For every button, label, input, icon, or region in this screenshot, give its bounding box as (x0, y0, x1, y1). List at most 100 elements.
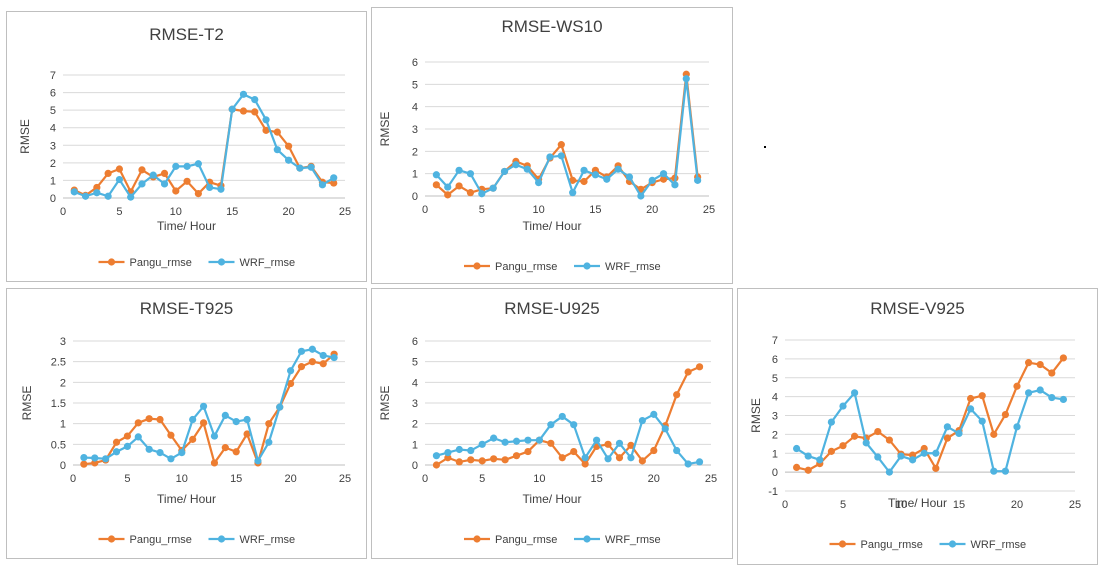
legend-marker (583, 535, 591, 543)
y-axis-title: RMSE (749, 398, 763, 433)
y-tick-label: 1 (412, 169, 418, 181)
legend-marker (217, 535, 226, 543)
x-tick-label: 0 (60, 206, 66, 218)
y-tick-label: 0.5 (51, 439, 66, 451)
data-point (580, 166, 588, 174)
data-point (273, 146, 281, 154)
y-tick-label: 1 (412, 439, 418, 451)
legend-marker (838, 540, 847, 548)
chart-title: RMSE-V925 (870, 299, 964, 318)
y-tick-label: 3 (772, 411, 778, 423)
data-point (210, 432, 219, 440)
data-point (558, 412, 566, 421)
data-point (183, 162, 191, 170)
data-point (80, 453, 88, 462)
data-point (535, 179, 543, 187)
data-point (172, 187, 180, 195)
data-point (455, 458, 463, 466)
data-point (673, 446, 681, 455)
y-tick-label: 6 (50, 88, 56, 100)
x-tick-label: 5 (116, 206, 122, 218)
x-tick-label: 20 (282, 206, 294, 218)
data-point (673, 391, 681, 399)
data-point (189, 435, 197, 443)
data-point (851, 432, 859, 440)
legend-label: WRF_rmse (240, 257, 296, 269)
legend-label: Pangu_rmse (495, 534, 557, 546)
x-axis-title: Time/ Hour (523, 219, 582, 233)
data-point (467, 446, 475, 455)
legend-label: WRF_rmse (240, 534, 296, 546)
data-point (490, 434, 498, 442)
x-tick-label: 0 (782, 499, 788, 511)
data-point (239, 90, 248, 98)
data-point (839, 402, 847, 410)
data-point (167, 431, 175, 439)
x-tick-label: 5 (840, 499, 846, 511)
data-point (695, 363, 704, 371)
data-point (160, 180, 169, 188)
y-tick-label: 6 (772, 354, 778, 366)
y-tick-label: 1.5 (51, 398, 66, 410)
y-tick-label: 2 (412, 146, 418, 158)
chart-panel-ws10: RMSE-WS10 0 1 2 3 4 5 6 0 5 10 15 20 25 Time/ Hour RMSE… (371, 7, 733, 284)
data-point (91, 459, 99, 467)
data-point (112, 438, 121, 446)
data-point (206, 183, 214, 192)
data-point (500, 167, 509, 176)
data-point (661, 425, 669, 433)
data-point (432, 171, 440, 179)
data-point (1059, 395, 1067, 404)
data-point (138, 180, 146, 188)
data-point (558, 454, 566, 462)
data-point (243, 430, 251, 438)
x-tick-label: 10 (170, 206, 182, 218)
chart-title: RMSE-T925 (140, 299, 234, 318)
data-point (501, 456, 509, 464)
data-point (684, 368, 692, 376)
data-point (262, 116, 270, 124)
data-point (232, 448, 240, 456)
data-point (178, 449, 186, 457)
y-tick-label: 5 (50, 105, 56, 117)
data-point (432, 181, 440, 189)
y-tick-label: 0 (412, 191, 418, 203)
data-point (254, 457, 262, 465)
data-point (104, 169, 112, 177)
data-point (978, 392, 986, 400)
y-tick-label: 3 (50, 140, 56, 152)
data-point (682, 75, 690, 83)
x-axis-title: Time/ Hour (888, 496, 947, 510)
y-tick-label: 2 (412, 419, 418, 431)
data-point (265, 420, 273, 428)
y-tick-label: 6 (412, 57, 418, 69)
data-point (93, 189, 101, 197)
data-point (194, 160, 202, 168)
data-point (897, 452, 905, 460)
data-point (444, 191, 452, 199)
data-point (455, 182, 463, 190)
data-point (287, 379, 295, 388)
chart-title: RMSE-WS10 (501, 17, 602, 36)
data-point (569, 176, 577, 184)
data-point (102, 455, 110, 463)
data-point (638, 457, 646, 465)
data-point (659, 170, 668, 178)
data-point (156, 449, 164, 457)
data-point (251, 108, 259, 116)
data-point (547, 421, 555, 429)
data-point (228, 105, 236, 113)
data-point (91, 454, 99, 462)
data-point (615, 439, 624, 447)
data-point (330, 353, 338, 362)
legend-marker (583, 262, 591, 270)
data-point (70, 188, 78, 196)
legend-marker (217, 258, 226, 266)
data-point (512, 452, 521, 460)
data-point (262, 126, 270, 134)
legend-label: WRF_rmse (605, 261, 661, 273)
data-point (330, 174, 338, 182)
chart-svg: RMSE-WS10 0 1 2 3 4 5 6 0 5 10 15 20 25 Time/ Hour RMSE… (378, 17, 715, 273)
series-line (73, 108, 334, 197)
data-point (1025, 389, 1033, 397)
